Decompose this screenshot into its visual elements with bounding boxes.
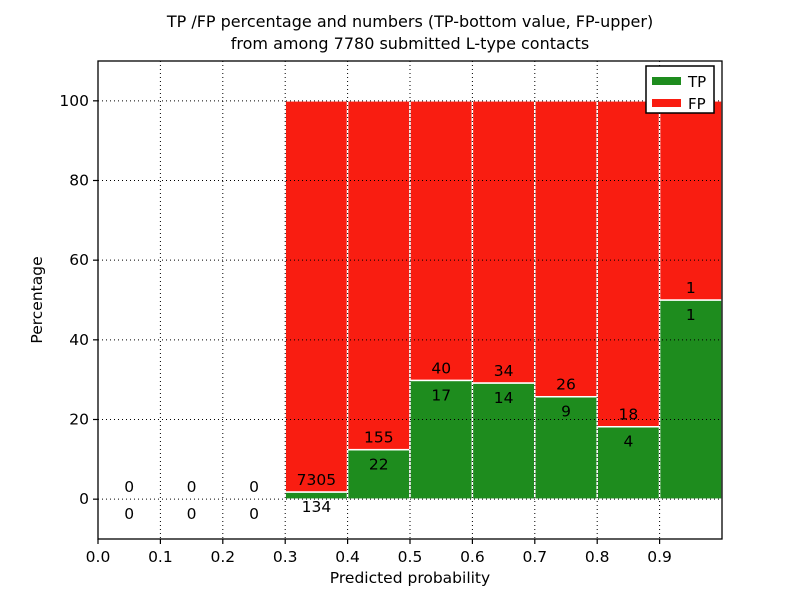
legend-swatch-tp bbox=[652, 77, 681, 85]
bar-segment-fp bbox=[284, 100, 349, 493]
bar-segment-fp bbox=[471, 100, 536, 384]
fp-count-label: 34 bbox=[494, 362, 514, 380]
y-tick-label: 100 bbox=[59, 92, 89, 110]
x-tick-label: 0.4 bbox=[335, 548, 360, 566]
bar-segment-fp bbox=[596, 100, 661, 428]
fp-count-label: 0 bbox=[124, 478, 134, 496]
tp-count-label: 17 bbox=[431, 386, 451, 404]
chart-title-line2: from among 7780 submitted L-type contact… bbox=[231, 34, 589, 53]
fp-count-label: 26 bbox=[556, 376, 576, 394]
x-tick-label: 0.2 bbox=[210, 548, 235, 566]
bars-layer bbox=[284, 100, 723, 500]
bar-segment-tp bbox=[658, 299, 723, 500]
bar-segment-fp bbox=[346, 100, 411, 451]
fp-count-label: 0 bbox=[187, 478, 197, 496]
y-tick-label: 20 bbox=[69, 411, 89, 429]
y-axis-label: Percentage bbox=[28, 256, 46, 343]
fp-count-label: 155 bbox=[364, 429, 394, 447]
bar-segment-fp bbox=[658, 100, 723, 301]
x-tick-label: 0.3 bbox=[273, 548, 298, 566]
tp-count-label: 1 bbox=[686, 306, 696, 324]
x-tick-label: 0.8 bbox=[585, 548, 610, 566]
x-tick-label: 0.6 bbox=[460, 548, 485, 566]
x-tick-label: 0.5 bbox=[398, 548, 423, 566]
tp-count-label: 0 bbox=[124, 505, 134, 523]
legend-label-tp: TP bbox=[687, 73, 706, 91]
y-tick-label: 60 bbox=[69, 251, 89, 269]
x-tick-label: 0.9 bbox=[647, 548, 672, 566]
legend-label-fp: FP bbox=[688, 95, 706, 113]
tp-count-label: 0 bbox=[187, 505, 197, 523]
chart-title-line1: TP /FP percentage and numbers (TP-bottom… bbox=[166, 12, 653, 31]
fp-count-label: 7305 bbox=[297, 471, 336, 489]
y-tick-label: 0 bbox=[79, 490, 89, 508]
fp-count-label: 18 bbox=[619, 406, 639, 424]
legend-swatch-fp bbox=[652, 99, 681, 107]
x-tick-label: 0.1 bbox=[148, 548, 173, 566]
fp-count-label: 40 bbox=[431, 359, 451, 377]
bar-segment-tp bbox=[409, 379, 474, 500]
fp-count-label: 1 bbox=[686, 279, 696, 297]
y-tick-label: 40 bbox=[69, 331, 89, 349]
tp-count-label: 9 bbox=[561, 403, 571, 421]
bar-segment-fp bbox=[534, 100, 598, 398]
axes-layer: 0.0 0.1 0.2 0.3 0.4 0.5 0.6 0.7 0.8 0.90204060801… bbox=[59, 60, 723, 566]
tp-count-label: 4 bbox=[623, 433, 633, 451]
tp-count-label: 134 bbox=[302, 498, 332, 516]
x-axis-label: Predicted probability bbox=[330, 569, 490, 587]
tp-count-label: 0 bbox=[249, 505, 259, 523]
y-tick-label: 80 bbox=[69, 172, 89, 190]
bar-labels-layer: 0 0 0 0 0 0 7305 134 155 22 40 17 34 14 26 9 18 4 1 1 bbox=[124, 279, 695, 523]
x-tick-label: 0.7 bbox=[522, 548, 547, 566]
tp-count-label: 22 bbox=[369, 456, 389, 474]
legend: TP FP bbox=[645, 65, 715, 114]
grid-layer bbox=[98, 61, 722, 539]
x-tick-label: 0.0 bbox=[86, 548, 111, 566]
bar-segment-fp bbox=[409, 100, 474, 382]
tp-count-label: 14 bbox=[494, 389, 514, 407]
fp-count-label: 0 bbox=[249, 478, 259, 496]
